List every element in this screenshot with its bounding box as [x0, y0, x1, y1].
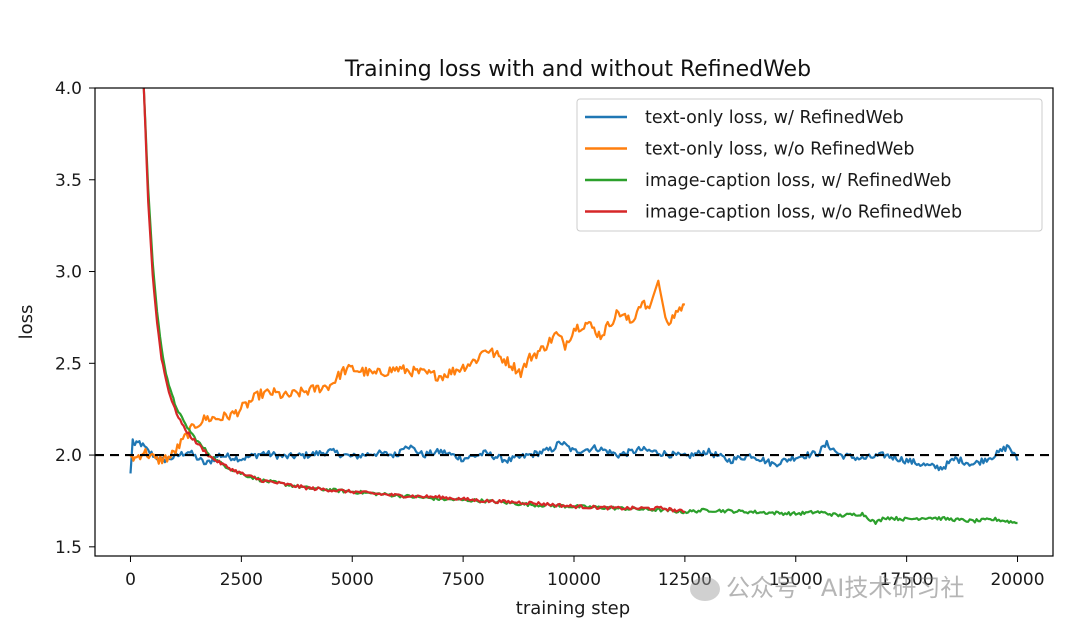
legend-entry-label: image-caption loss, w/o RefinedWeb — [645, 203, 962, 223]
watermark-text: 公众号 · AI技术研习社 — [726, 574, 965, 602]
chart-title: Training loss with and without RefinedWe… — [344, 57, 811, 82]
y-axis-label: loss — [16, 305, 37, 340]
x-tick-label: 2500 — [220, 570, 263, 590]
y-tick-label: 4.0 — [55, 79, 82, 99]
x-tick-label: 7500 — [441, 570, 484, 590]
y-tick-label: 2.5 — [55, 354, 82, 374]
y-tick-label: 1.5 — [55, 538, 82, 558]
legend-entry-label: text-only loss, w/o RefinedWeb — [645, 140, 914, 160]
plot-area: 0 2500 5000 7500 10000 12500 15000 17500 20000 1.… — [55, 79, 1054, 590]
x-tick-label: 20000 — [990, 570, 1044, 590]
legend: text-only loss, w/ RefinedWeb text-only l… — [576, 98, 1043, 232]
series-line-image-caption-loss-w-o-refinedweb — [142, 88, 686, 514]
y-tick-label: 3.0 — [55, 263, 82, 283]
watermark: 公众号 · AI技术研习社 — [690, 568, 964, 603]
x-tick-label: 15000 — [769, 570, 823, 590]
wechat-icon — [690, 577, 720, 601]
legend-box — [576, 98, 1043, 232]
series-line-text-only-loss-w-refinedweb — [129, 438, 1019, 474]
x-tick-label: 10000 — [547, 570, 601, 590]
x-tick-label: 5000 — [331, 570, 374, 590]
x-tick-label: 0 — [125, 570, 136, 590]
x-tick-label: 17500 — [880, 570, 934, 590]
y-tick-label: 2.0 — [55, 446, 82, 466]
legend-entry-label: image-caption loss, w/ RefinedWeb — [645, 171, 951, 191]
y-tick-label: 3.5 — [55, 171, 82, 191]
legend-entry-label: text-only loss, w/ RefinedWeb — [645, 108, 904, 128]
series-line-text-only-loss-w-o-refinedweb — [129, 279, 686, 465]
x-tick-label: 12500 — [658, 570, 712, 590]
x-axis-label: training step — [516, 598, 630, 619]
series-group — [129, 88, 1019, 526]
